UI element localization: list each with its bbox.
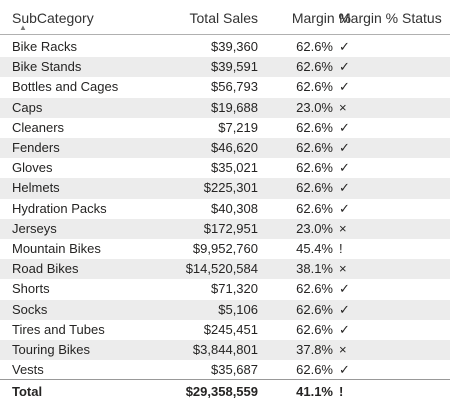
cell-subcategory: Bottles and Cages (12, 79, 119, 95)
cell-subcategory: Gloves (12, 160, 53, 176)
table-row[interactable]: Fenders $46,620 62.6% ✓ (0, 138, 450, 159)
header-subcategory[interactable]: SubCategory (12, 10, 94, 26)
cell-total-sales: $245,451 (203, 321, 258, 337)
cell-total-sales: $225,301 (203, 180, 258, 196)
cell-total-sales: $56,793 (211, 79, 258, 95)
cell-margin-pct: 45.4% (296, 241, 333, 256)
cell-subcategory: Socks (12, 301, 48, 317)
cell-margin-pct: 38.1% (296, 261, 333, 277)
cell-margin-pct: 62.6% (296, 39, 333, 54)
cell-margin-status-icon: ✓ (339, 281, 350, 297)
table-row[interactable]: Touring Bikes $3,844,801 37.8% × (0, 340, 450, 361)
cell-margin-pct: 62.6% (296, 119, 333, 135)
table-row[interactable]: Helmets $225,301 62.6% ✓ (0, 178, 450, 199)
total-sales-value: $29,358,559 (185, 384, 258, 399)
table-row[interactable]: Cleaners $7,219 62.6% ✓ (0, 118, 450, 138)
cell-margin-status-icon: ✓ (339, 362, 350, 378)
cell-subcategory: Shorts (12, 281, 50, 297)
cell-subcategory: Fenders (12, 140, 60, 155)
cell-margin-status-icon: ✓ (339, 39, 350, 54)
cell-subcategory: Jerseys (12, 220, 57, 236)
table-row[interactable]: Bike Racks $39,360 62.6% ✓ (0, 37, 450, 57)
cell-subcategory: Hydration Packs (12, 200, 107, 216)
table-row[interactable]: Socks $5,106 62.6% ✓ (0, 299, 450, 320)
cell-margin-pct: 37.8% (296, 342, 333, 357)
cell-subcategory: Caps (12, 99, 43, 115)
cell-margin-status-icon: ✓ (339, 200, 350, 216)
cell-margin-status-icon: ✓ (339, 119, 350, 135)
cell-subcategory: Helmets (12, 180, 60, 196)
cell-total-sales: $19,688 (211, 99, 258, 115)
cell-total-sales: $3,844,801 (192, 342, 258, 357)
sort-caret-up-icon[interactable]: ▲ (19, 23, 27, 32)
header-total-sales[interactable]: Total Sales (189, 10, 258, 26)
header-margin-status[interactable]: Margin % Status (339, 10, 442, 26)
cell-total-sales: $40,308 (211, 200, 258, 216)
cell-margin-pct: 23.0% (296, 220, 333, 236)
total-status-icon: ! (339, 384, 344, 399)
cell-subcategory: Road Bikes (12, 261, 79, 277)
cell-total-sales: $14,520,584 (185, 261, 258, 277)
table-row[interactable]: Gloves $35,021 62.6% ✓ (0, 158, 450, 178)
cell-subcategory: Touring Bikes (12, 342, 91, 357)
cell-subcategory: Vests (12, 362, 44, 378)
cell-total-sales: $46,620 (211, 140, 258, 155)
table-header-row: ▲ SubCategory Total Sales Margin % Margi… (0, 0, 450, 35)
cell-margin-status-icon: × (339, 99, 347, 115)
cell-total-sales: $71,320 (211, 281, 258, 297)
cell-margin-status-icon: ✓ (339, 180, 350, 196)
total-label: Total (12, 384, 43, 399)
table-row[interactable]: Vests $35,687 62.6% ✓ (0, 360, 450, 380)
cell-margin-pct: 23.0% (296, 99, 333, 115)
cell-total-sales: $172,951 (203, 220, 258, 236)
cell-margin-status-icon: × (339, 261, 347, 277)
cell-margin-pct: 62.6% (296, 180, 333, 196)
cell-margin-pct: 62.6% (296, 140, 333, 155)
table-row[interactable]: Mountain Bikes $9,952,760 45.4%! (0, 239, 450, 259)
cell-subcategory: Bike Stands (12, 59, 82, 75)
cell-margin-pct: 62.6% (296, 301, 333, 317)
table-row[interactable]: Road Bikes $14,520,584 38.1% × (0, 259, 450, 280)
cell-margin-status-icon: ✓ (339, 321, 350, 337)
cell-margin-status-icon: × (339, 342, 347, 357)
cell-margin-status-icon: ✓ (339, 79, 350, 95)
table-row[interactable]: Bottles and Cages $56,793 62.6% ✓ (0, 77, 450, 97)
table-row[interactable]: Tires and Tubes $245,451 62.6% ✓ (0, 320, 450, 340)
cell-margin-status-icon: × (339, 220, 347, 236)
cell-total-sales: $35,687 (211, 362, 258, 378)
table-total-row: Total $29,358,559 41.1% ! (0, 379, 450, 403)
cell-margin-status-icon: ✓ (339, 140, 350, 155)
table-row[interactable]: Jerseys $172,951 23.0% × (0, 218, 450, 239)
table-row[interactable]: Shorts $71,320 62.6% ✓ (0, 279, 450, 299)
cell-margin-status-icon: ✓ (339, 160, 350, 176)
cell-total-sales: $35,021 (211, 160, 258, 176)
cell-subcategory: Cleaners (12, 119, 65, 135)
cell-total-sales: $39,360 (211, 39, 258, 54)
cell-subcategory: Bike Racks (12, 39, 78, 54)
cell-margin-status-icon: ✓ (339, 301, 350, 317)
cell-total-sales: $7,219 (218, 119, 258, 135)
cell-subcategory: Tires and Tubes (12, 321, 105, 337)
cell-margin-status-icon: ! (339, 241, 343, 256)
cell-margin-pct: 62.6% (296, 200, 333, 216)
cell-margin-pct: 62.6% (296, 362, 333, 378)
cell-margin-pct: 62.6% (296, 281, 333, 297)
header-margin-pct[interactable]: Margin % (291, 10, 351, 26)
cell-margin-status-icon: ✓ (339, 59, 350, 75)
cell-margin-pct: 62.6% (296, 79, 333, 95)
cell-subcategory: Mountain Bikes (12, 241, 101, 256)
total-margin-value: 41.1% (296, 384, 333, 399)
table-row[interactable]: Caps $19,688 23.0% × (0, 97, 450, 118)
cell-total-sales: $39,591 (211, 59, 258, 75)
cell-margin-pct: 62.6% (296, 160, 333, 176)
cell-margin-pct: 62.6% (296, 59, 333, 75)
cell-total-sales: $9,952,760 (192, 241, 258, 256)
table-row[interactable]: Bike Stands $39,591 62.6% ✓ (0, 57, 450, 78)
cell-total-sales: $5,106 (218, 301, 258, 317)
cell-margin-pct: 62.6% (296, 321, 333, 337)
table-row[interactable]: Hydration Packs $40,308 62.6% ✓ (0, 199, 450, 219)
